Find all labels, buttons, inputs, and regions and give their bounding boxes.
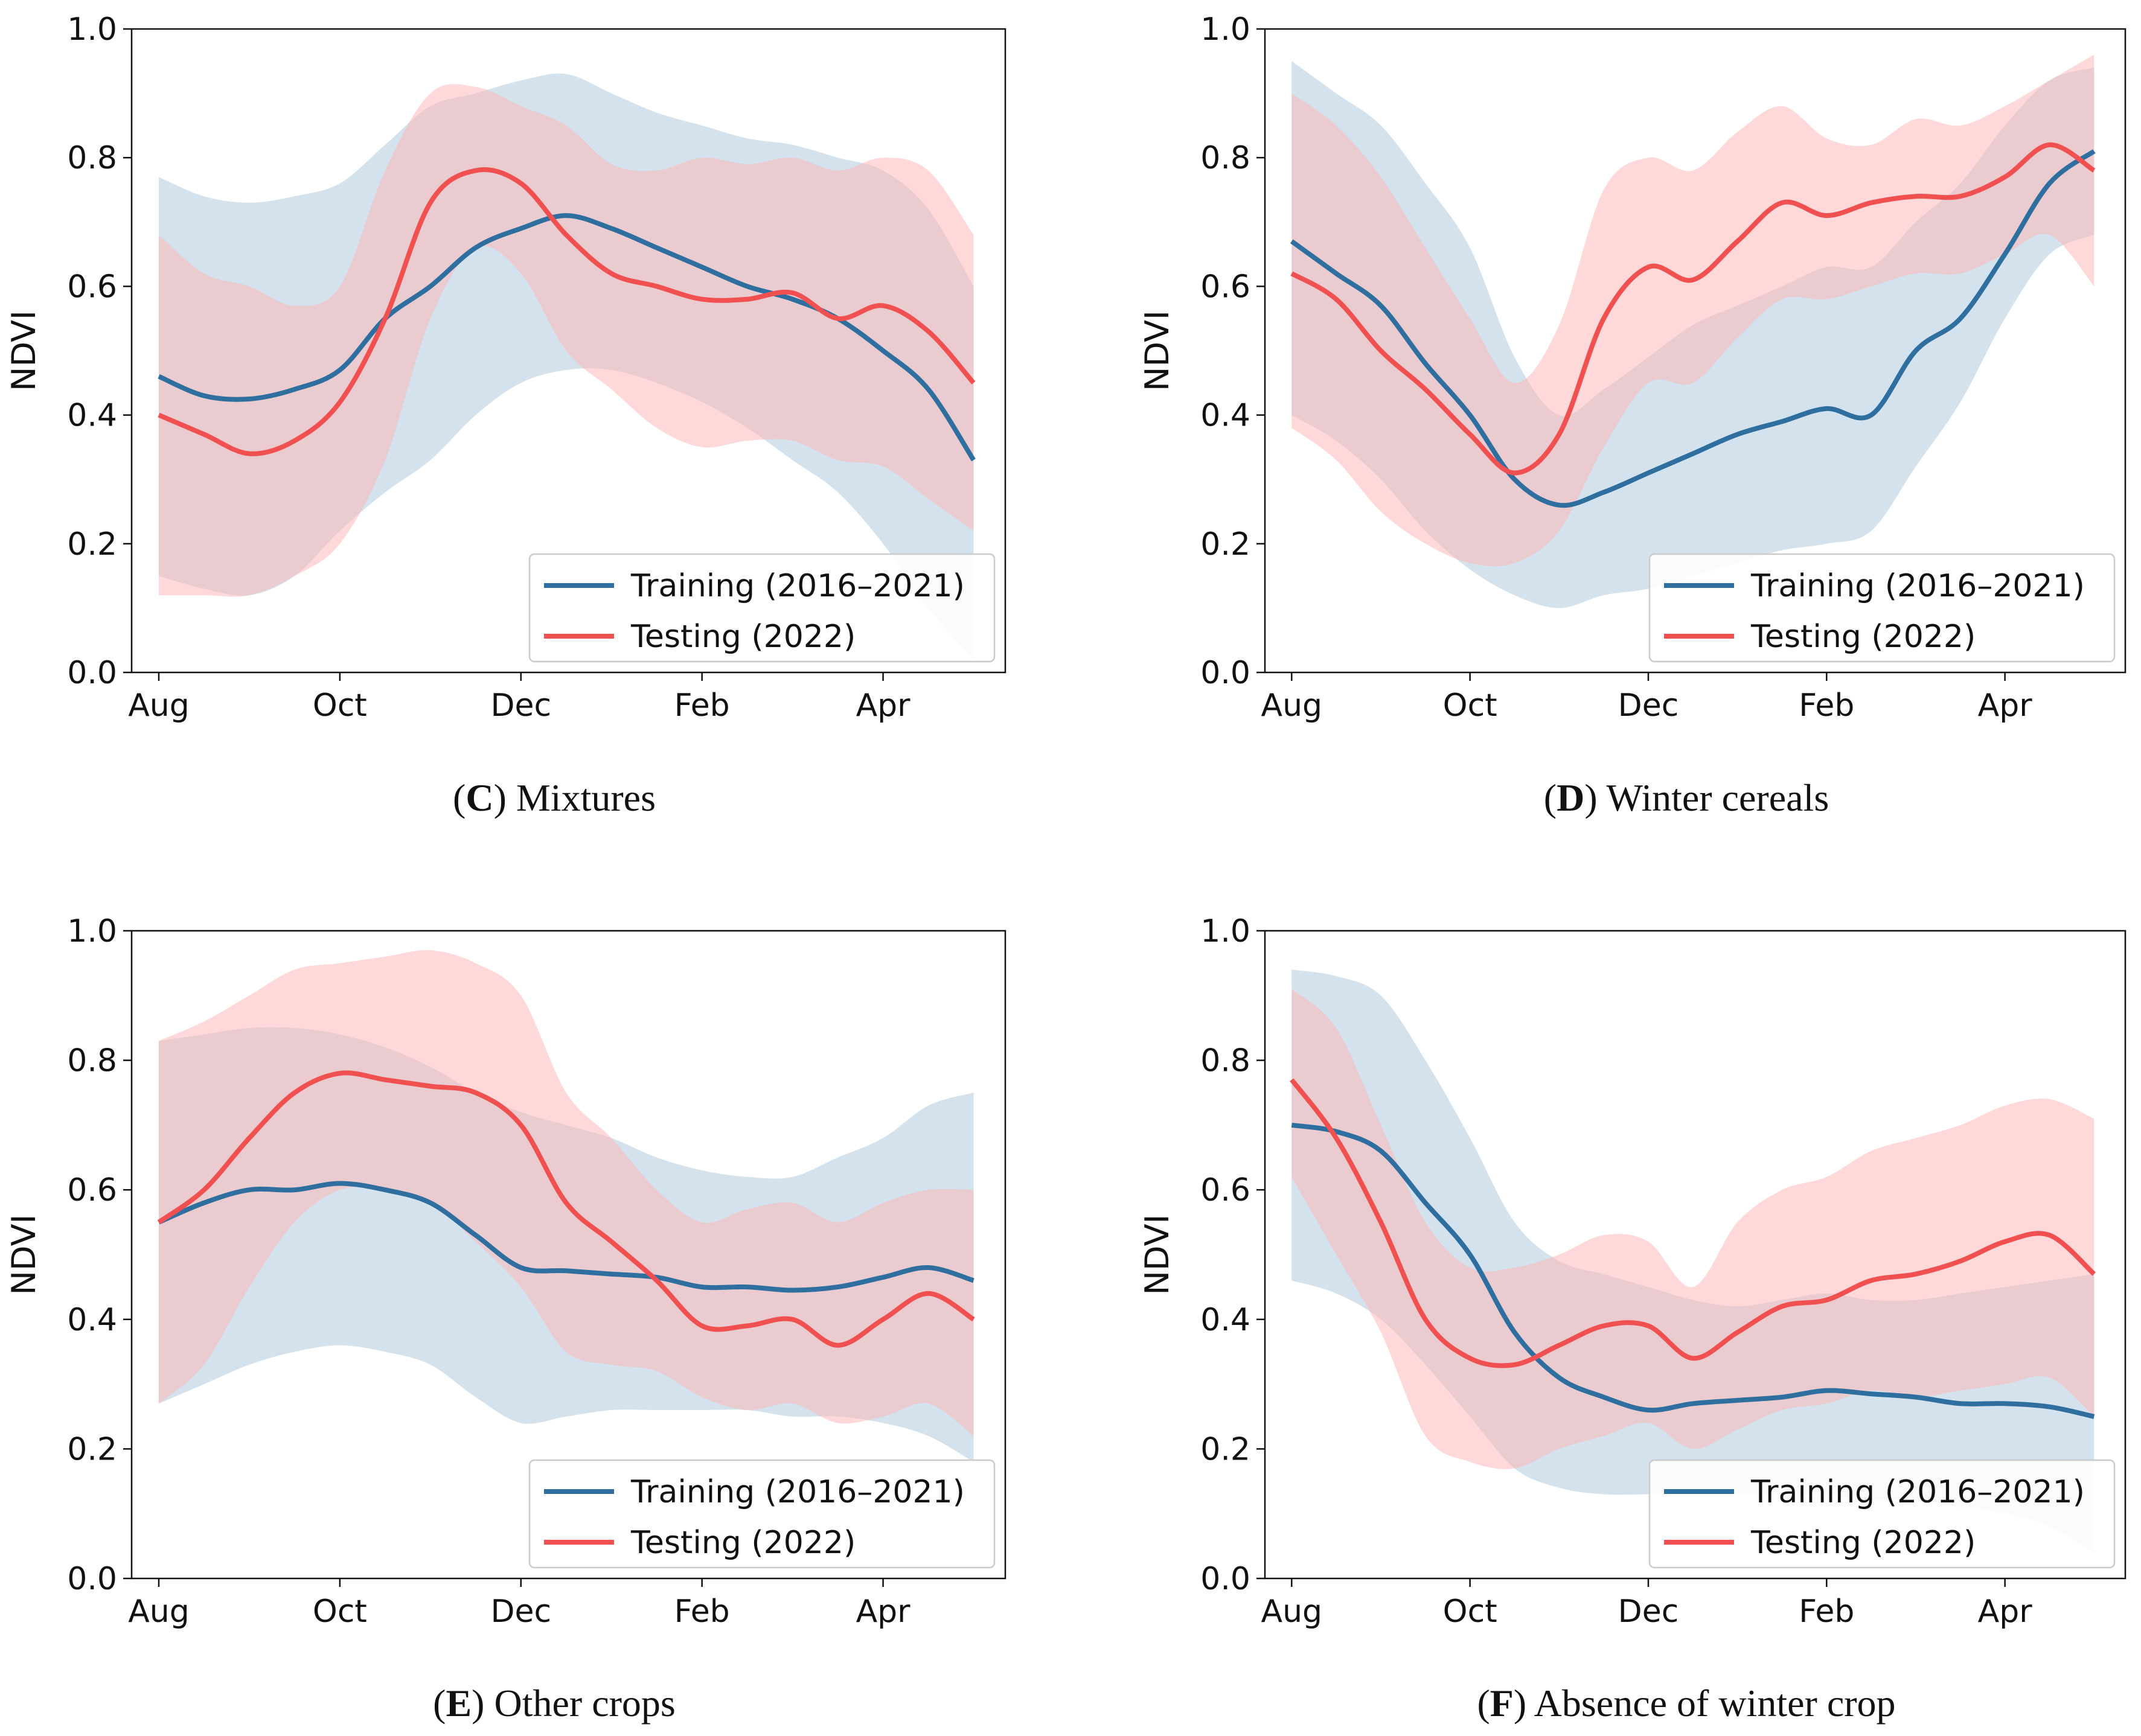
x-tick-label: Aug bbox=[128, 688, 190, 724]
x-tick-label: Oct bbox=[313, 688, 367, 724]
x-tick-label: Oct bbox=[313, 1594, 367, 1630]
chart-e: 0.0 0.2 0.4 0.6 0.8 1.0 Aug Oct Dec Feb Apr NDVI Tra… bbox=[5, 913, 1006, 1630]
x-tick-label: Apr bbox=[856, 688, 911, 724]
x-tick-label: Aug bbox=[128, 1594, 190, 1630]
legend-label-training: Training (2016–2021) bbox=[630, 1474, 965, 1510]
y-axis-title: NDVI bbox=[5, 310, 43, 391]
chart-c: 0.0 0.2 0.4 0.6 0.8 1.0 Aug Oct Dec Feb Apr NDVI Tra… bbox=[5, 11, 1006, 724]
x-tick-label: Aug bbox=[1261, 1594, 1323, 1630]
y-tick-label: 1.0 bbox=[1200, 913, 1250, 949]
y-tick-label: 0.2 bbox=[1200, 526, 1250, 563]
legend-c bbox=[528, 553, 996, 663]
y-tick-label: 0.4 bbox=[67, 1302, 117, 1338]
x-tick-label: Dec bbox=[490, 688, 551, 724]
y-tick-label: 0.2 bbox=[67, 526, 117, 563]
x-tick-label: Oct bbox=[1443, 688, 1497, 724]
y-tick-label: 0.6 bbox=[1200, 269, 1250, 305]
caption-e: (E) Other crops bbox=[433, 1682, 676, 1725]
band-testing-e bbox=[159, 949, 974, 1436]
y-axis-title: NDVI bbox=[1138, 1214, 1176, 1295]
plot-frame-e bbox=[130, 930, 1006, 1580]
legend-label-training: Training (2016–2021) bbox=[1750, 568, 2085, 604]
y-tick-label: 0.8 bbox=[67, 1043, 117, 1079]
y-tick-label: 1.0 bbox=[67, 913, 117, 949]
y-tick-label: 0.0 bbox=[1200, 1561, 1250, 1597]
plot-frame-f bbox=[1264, 930, 2127, 1580]
y-tick-label: 0.8 bbox=[1200, 1043, 1250, 1079]
y-tick-label: 0.0 bbox=[67, 655, 117, 691]
chart-panel-c: 0.0 0.2 0.4 0.6 0.8 1.0 Aug Oct Dec Feb Apr NDVI Tra… bbox=[0, 0, 1070, 868]
chart-f: 0.0 0.2 0.4 0.6 0.8 1.0 Aug Oct Dec Feb Apr NDVI Tra… bbox=[1138, 913, 2127, 1630]
legend-label-training: Training (2016–2021) bbox=[630, 568, 965, 604]
y-tick-label: 0.4 bbox=[1200, 398, 1250, 434]
x-tick-label: Dec bbox=[490, 1594, 551, 1630]
line-testing-d bbox=[1290, 142, 2096, 476]
legend-label-training: Training (2016–2021) bbox=[1750, 1474, 2085, 1510]
y-axis-title: NDVI bbox=[5, 1214, 43, 1295]
line-training-d bbox=[1290, 149, 2096, 508]
x-tick-label: Apr bbox=[856, 1594, 911, 1630]
band-testing-f bbox=[1291, 989, 2095, 1469]
line-testing-c bbox=[158, 167, 976, 456]
caption-f: (F) Absence of winter crop bbox=[1477, 1682, 1896, 1725]
legend-f bbox=[1648, 1459, 2116, 1569]
x-tick-label: Feb bbox=[1799, 1594, 1854, 1630]
caption-d: (D) Winter cereals bbox=[1543, 776, 1829, 819]
x-tick-label: Oct bbox=[1443, 1594, 1497, 1630]
line-testing-e bbox=[157, 1070, 975, 1348]
y-tick-label: 0.4 bbox=[1200, 1302, 1250, 1338]
line-training-f bbox=[1291, 1122, 2095, 1419]
y-tick-label: 0.6 bbox=[67, 269, 117, 305]
y-tick-label: 0.0 bbox=[1200, 655, 1250, 691]
legend-d bbox=[1648, 553, 2116, 663]
line-testing-f bbox=[1290, 1078, 2096, 1368]
y-tick-label: 0.0 bbox=[67, 1561, 117, 1597]
line-training-e bbox=[158, 1181, 974, 1293]
x-tick-label: Dec bbox=[1618, 1594, 1679, 1630]
legend-label-testing: Testing (2022) bbox=[1750, 619, 1976, 655]
chart-panel-f: 0.0 0.2 0.4 0.6 0.8 1.0 Aug Oct Dec Feb Apr NDVI Tra… bbox=[1131, 905, 2141, 1736]
x-tick-label: Aug bbox=[1261, 688, 1323, 724]
x-tick-label: Feb bbox=[674, 1594, 730, 1630]
legend-e bbox=[528, 1459, 996, 1569]
x-tick-label: Feb bbox=[1799, 688, 1854, 724]
y-tick-label: 0.4 bbox=[67, 398, 117, 434]
y-tick-label: 0.2 bbox=[1200, 1431, 1250, 1467]
x-tick-label: Apr bbox=[1978, 1594, 2033, 1630]
y-tick-label: 1.0 bbox=[67, 11, 117, 48]
caption-c: (C) Mixtures bbox=[453, 776, 656, 819]
y-tick-label: 1.0 bbox=[1200, 11, 1250, 48]
y-tick-label: 0.2 bbox=[67, 1431, 117, 1467]
plot-frame-c bbox=[130, 28, 1006, 674]
legend-label-testing: Testing (2022) bbox=[630, 1525, 856, 1561]
band-testing-d bbox=[1291, 54, 2095, 567]
chart-d: 0.0 0.2 0.4 0.6 0.8 1.0 Aug Oct Dec Feb Apr NDVI Tra… bbox=[1138, 11, 2127, 724]
plot-frame-d bbox=[1264, 28, 2127, 674]
y-axis-title: NDVI bbox=[1138, 310, 1176, 391]
chart-panel-e: 0.0 0.2 0.4 0.6 0.8 1.0 Aug Oct Dec Feb Apr NDVI Tra… bbox=[0, 905, 1070, 1736]
x-tick-label: Feb bbox=[674, 688, 730, 724]
legend-label-testing: Testing (2022) bbox=[630, 619, 856, 655]
y-tick-label: 0.8 bbox=[1200, 140, 1250, 176]
band-testing-c bbox=[159, 84, 974, 597]
x-tick-label: Dec bbox=[1618, 688, 1679, 724]
y-tick-label: 0.8 bbox=[67, 140, 117, 176]
y-tick-label: 0.6 bbox=[67, 1172, 117, 1208]
chart-panel-d: 0.0 0.2 0.4 0.6 0.8 1.0 Aug Oct Dec Feb Apr NDVI Tra… bbox=[1131, 0, 2141, 868]
legend-label-testing: Testing (2022) bbox=[1750, 1525, 1976, 1561]
x-tick-label: Apr bbox=[1978, 688, 2033, 724]
y-tick-label: 0.6 bbox=[1200, 1172, 1250, 1208]
line-training-c bbox=[158, 213, 976, 462]
